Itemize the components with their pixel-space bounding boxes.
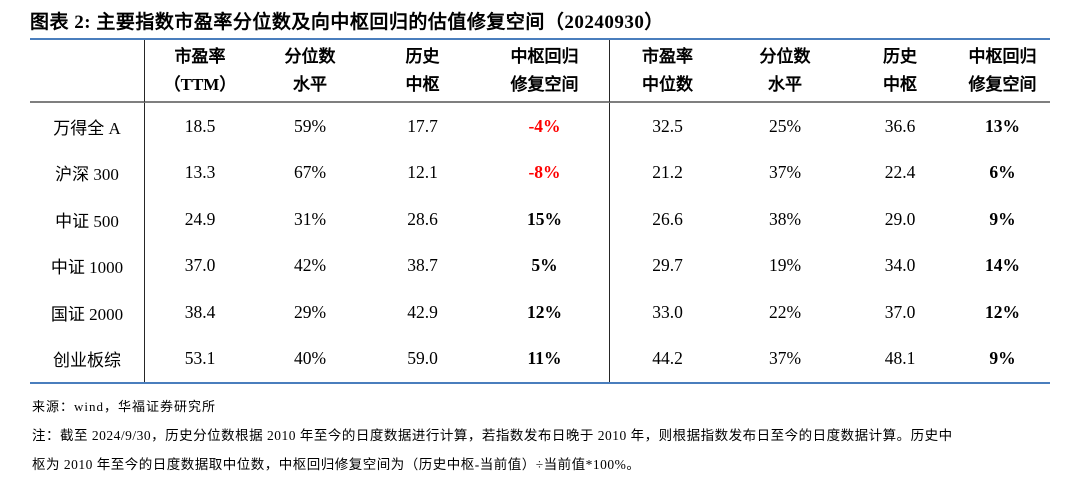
percentile-median-cell: 38% [768, 208, 802, 229]
hist-center-median-cell: 34.0 [884, 255, 916, 276]
hist-center-median-cell: 29.0 [884, 208, 916, 229]
pe-median-cell: 29.7 [652, 255, 683, 276]
pe-ttm-cell: 13.3 [184, 162, 216, 183]
header-line: 水平 [768, 74, 802, 94]
percentile-median-cell: 25% [768, 115, 802, 136]
header-pe-median: 市盈率 中位数 [610, 40, 725, 103]
recovery-cell: 5% [480, 242, 610, 289]
header-recovery-right: 中枢回归 修复空间 [955, 40, 1050, 103]
recovery-median-cell: 13% [985, 115, 1020, 136]
header-line: 修复空间 [968, 74, 1037, 94]
header-line: 中枢 [405, 74, 440, 94]
percentile-median-cell: 37% [768, 348, 802, 369]
percentile-cell: 29% [293, 301, 327, 322]
table-grid: 市盈率 （TTM） 分位数 水平 历史 中枢 中枢回归 修复空间 市盈率 中位数… [30, 40, 1050, 382]
percentile-cell: 59% [293, 115, 327, 136]
hist-center-median-cell: 36.6 [884, 115, 916, 136]
hist-center-median-cell: 37.0 [884, 301, 916, 322]
header-line: 历史 [883, 47, 917, 67]
recovery-cell: 15% [480, 196, 610, 243]
hist-center-median-cell: 22.4 [884, 162, 916, 183]
header-empty-cell [30, 40, 145, 103]
percentile-median-cell: 37% [768, 162, 802, 183]
header-line: 中位数 [642, 74, 693, 94]
pe-median-cell: 44.2 [652, 348, 683, 369]
recovery-median-cell: 9% [989, 208, 1016, 229]
row-label: 沪深 300 [30, 149, 145, 196]
header-hist-center-right: 历史 中枢 [845, 40, 955, 103]
hist-center-cell: 17.7 [407, 115, 438, 136]
hist-center-cell: 28.6 [407, 208, 438, 229]
header-line: 中枢回归 [510, 47, 579, 67]
hist-center-cell: 59.0 [407, 348, 438, 369]
recovery-cell: -8% [480, 149, 610, 196]
header-line: 中枢回归 [968, 47, 1037, 67]
recovery-median-cell: 9% [989, 348, 1016, 369]
source-line: 来源：wind，华福证券研究所 [32, 399, 217, 414]
pe-ttm-cell: 24.9 [184, 208, 216, 229]
pe-ttm-cell: 18.5 [184, 115, 216, 136]
pe-ttm-cell: 53.1 [184, 348, 216, 369]
header-line: 水平 [293, 74, 327, 94]
header-line: 分位数 [759, 47, 811, 67]
percentile-cell: 42% [293, 255, 327, 276]
percentile-cell: 40% [293, 348, 327, 369]
header-line: （TTM） [163, 74, 237, 94]
hist-center-median-cell: 48.1 [884, 348, 916, 369]
header-line: 分位数 [284, 47, 336, 67]
percentile-cell: 31% [293, 208, 327, 229]
recovery-median-cell: 12% [985, 301, 1020, 322]
note-line-2: 枢为 2010 年至今的日度数据取中位数，中枢回归修复空间为（历史中枢-当前值）… [32, 457, 641, 472]
percentile-cell: 67% [293, 162, 327, 183]
header-line: 市盈率 [642, 47, 693, 67]
header-pe-ttm: 市盈率 （TTM） [145, 40, 255, 103]
header-hist-center-left: 历史 中枢 [365, 40, 480, 103]
note-line-1: 注：截至 2024/9/30，历史分位数根据 2010 年至今的日度数据进行计算… [32, 428, 953, 443]
pe-median-cell: 33.0 [652, 301, 683, 322]
pe-median-cell: 21.2 [652, 162, 683, 183]
pe-ttm-cell: 37.0 [184, 255, 216, 276]
row-label: 国证 2000 [30, 289, 145, 336]
percentile-median-cell: 22% [768, 301, 802, 322]
pe-median-cell: 32.5 [652, 115, 683, 136]
recovery-cell: 12% [480, 289, 610, 336]
recovery-median-cell: 6% [989, 162, 1016, 183]
recovery-cell: -4% [480, 103, 610, 150]
header-percentile-right: 分位数 水平 [725, 40, 845, 103]
hist-center-cell: 12.1 [407, 162, 438, 183]
header-line: 修复空间 [510, 74, 579, 94]
valuation-table: 市盈率 （TTM） 分位数 水平 历史 中枢 中枢回归 修复空间 市盈率 中位数… [30, 38, 1050, 384]
row-label: 万得全 A [30, 103, 145, 150]
header-line: 历史 [405, 47, 440, 67]
header-recovery-left: 中枢回归 修复空间 [480, 40, 610, 103]
recovery-cell: 11% [480, 335, 610, 382]
row-label: 中证 1000 [30, 242, 145, 289]
figure-title: 图表 2: 主要指数市盈率分位数及向中枢回归的估值修复空间（20240930） [30, 12, 664, 33]
row-label: 中证 500 [30, 196, 145, 243]
row-label: 创业板综 [30, 335, 145, 382]
percentile-median-cell: 19% [768, 255, 802, 276]
hist-center-cell: 38.7 [407, 255, 438, 276]
header-line: 中枢 [883, 74, 917, 94]
header-line: 市盈率 [174, 47, 226, 67]
header-percentile-left: 分位数 水平 [255, 40, 365, 103]
pe-median-cell: 26.6 [652, 208, 683, 229]
pe-ttm-cell: 38.4 [184, 301, 216, 322]
recovery-median-cell: 14% [985, 255, 1020, 276]
hist-center-cell: 42.9 [407, 301, 438, 322]
